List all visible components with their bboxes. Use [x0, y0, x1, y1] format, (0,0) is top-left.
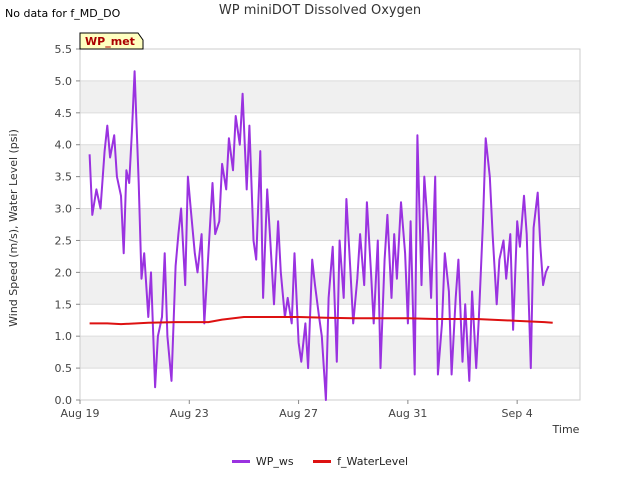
legend-label-ws: WP_ws	[255, 455, 294, 468]
legend-item-water: f_WaterLevel	[313, 455, 408, 468]
y-axis-label: Wind Speed (m/s), Water Level (psi)	[7, 129, 20, 327]
x-tick-label: Aug 27	[279, 407, 318, 420]
y-tick-label: 1.0	[55, 330, 73, 343]
chart-legend: WP_ws f_WaterLevel	[0, 453, 640, 468]
legend-swatch-ws	[231, 460, 250, 463]
y-tick-label: 0.5	[55, 362, 73, 375]
y-tick-labels: 0.0 0.5 1.0 1.5 2.0 2.5 3.0 3.5 4.0 4.5 5.0 5.5	[55, 43, 80, 407]
x-axis-label: Time	[552, 423, 580, 436]
y-tick-label: 5.0	[55, 75, 73, 88]
x-tick-label: Aug 23	[170, 407, 209, 420]
y-tick-label: 2.5	[55, 234, 73, 247]
y-tick-label: 2.0	[55, 266, 73, 279]
y-tick-label: 4.5	[55, 107, 73, 120]
y-tick-label: 3.5	[55, 171, 73, 184]
y-tick-label: 4.0	[55, 139, 73, 152]
grid-band	[80, 80, 580, 113]
legend-item-ws: WP_ws	[231, 455, 294, 468]
chart-bands	[80, 80, 580, 369]
series-line-water-level	[89, 316, 553, 326]
wp-met-badge-label: WP_met	[85, 35, 135, 48]
y-tick-label: 5.5	[55, 43, 73, 56]
y-tick-label: 3.0	[55, 203, 73, 216]
chart-title: WP miniDOT Dissolved Oxygen	[218, 3, 422, 18]
y-tick-label: 1.5	[55, 298, 73, 311]
no-data-note: No data for f_MD_DO	[5, 7, 121, 20]
x-tick-label: Aug 19	[61, 407, 100, 420]
legend-label-water: f_WaterLevel	[337, 455, 409, 468]
wp-met-badge: WP_met	[79, 32, 144, 50]
x-tick-labels: Aug 19 Aug 23 Aug 27 Aug 31 Sep 4	[61, 400, 533, 420]
grid-band	[80, 336, 580, 369]
y-tick-label: 0.0	[55, 394, 73, 407]
legend-swatch-water	[313, 460, 332, 463]
grid-band	[80, 144, 580, 177]
x-tick-label: Aug 31	[388, 407, 427, 420]
grid-band	[80, 208, 580, 241]
plot-border	[79, 48, 581, 401]
x-tick-label: Sep 4	[502, 407, 533, 420]
